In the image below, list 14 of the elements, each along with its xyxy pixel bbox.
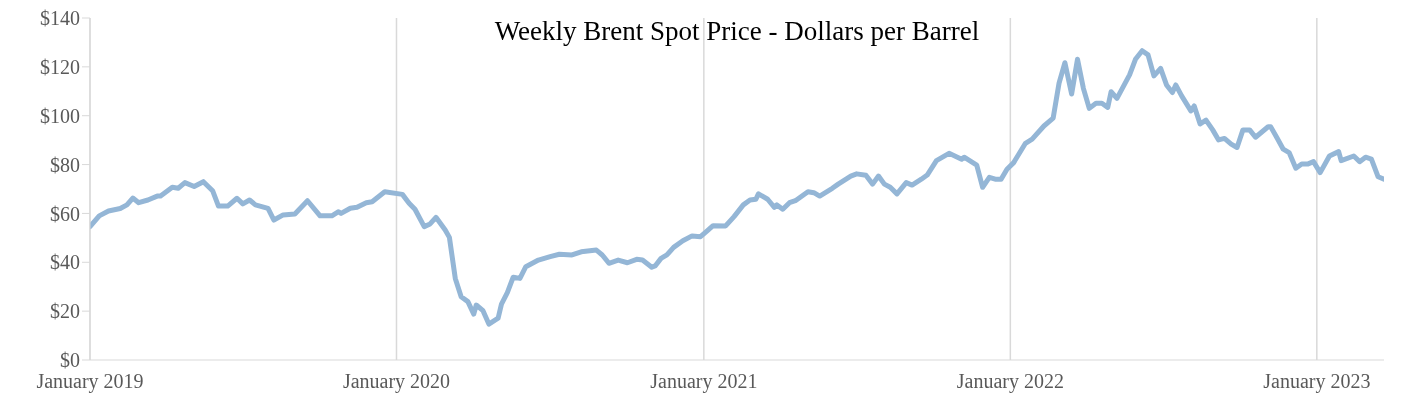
x-tick-label: January 2020: [342, 370, 451, 394]
y-tick-label: $60: [50, 202, 80, 225]
y-tick-label: $40: [50, 251, 80, 274]
y-tick-label: $0: [60, 349, 80, 372]
y-tick-label: $20: [50, 300, 80, 323]
x-tick-label: January 2023: [1263, 370, 1371, 394]
x-tick-label: January 2019: [36, 370, 144, 394]
chart-title: Weekly Brent Spot Price - Dollars per Barrel: [493, 16, 981, 47]
y-tick-label: $80: [50, 153, 80, 176]
y-tick-label: $120: [40, 55, 80, 78]
x-tick-label: January 2022: [956, 370, 1064, 394]
x-tick-label: January 2021: [650, 370, 758, 394]
y-tick-label: $140: [40, 7, 80, 30]
y-tick-label: $100: [40, 104, 80, 127]
